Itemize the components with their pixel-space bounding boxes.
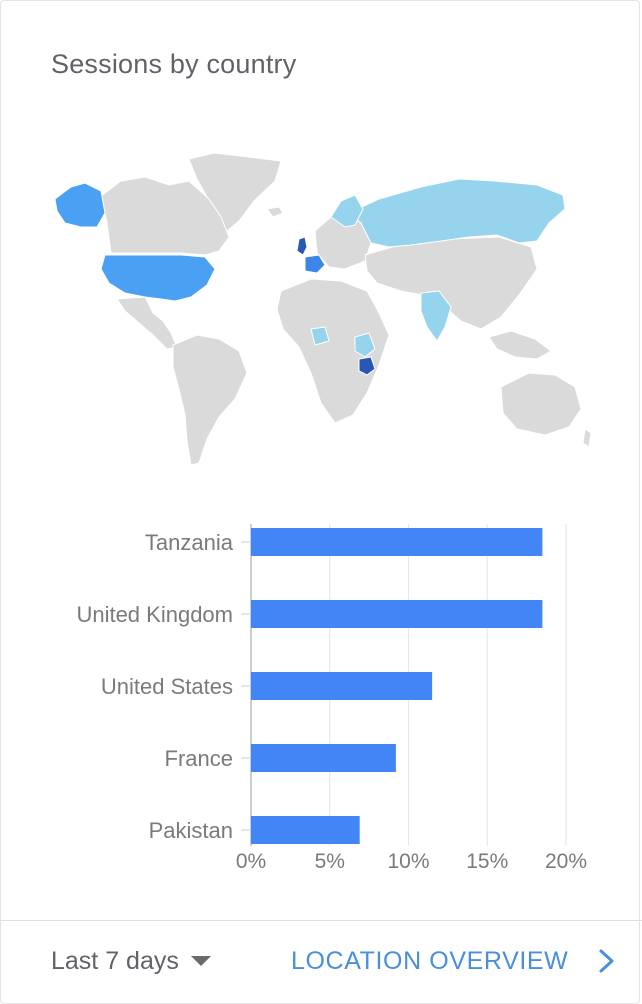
map-tanzania — [358, 356, 376, 376]
world-map — [54, 152, 592, 466]
chart-category-labels: Tanzania United Kingdom United States Franc… — [76, 530, 233, 843]
category-label: Pakistan — [149, 818, 233, 843]
bar-united-states[interactable] — [251, 672, 433, 700]
map-nigeria — [310, 326, 330, 346]
map-alaska — [54, 182, 106, 228]
map-east-africa — [354, 332, 376, 358]
map-russia — [348, 178, 566, 248]
bar-france[interactable] — [251, 744, 396, 772]
bar-united-kingdom[interactable] — [251, 600, 543, 628]
map-africa — [276, 278, 390, 424]
category-label: United Kingdom — [76, 602, 233, 627]
map-sea-islands — [488, 330, 552, 360]
date-range-dropdown[interactable]: Last 7 days — [51, 941, 211, 981]
chevron-right-icon — [599, 949, 614, 973]
category-label: Tanzania — [145, 530, 234, 555]
map-new-zealand — [582, 428, 592, 448]
chart-bars — [251, 528, 543, 844]
bar-tanzania[interactable] — [251, 528, 543, 556]
map-mexico — [116, 296, 178, 350]
map-scandinavia — [330, 194, 364, 228]
map-france — [304, 254, 326, 274]
footer-divider — [1, 920, 642, 921]
x-tick-label: 20% — [545, 850, 587, 873]
location-overview-link[interactable]: LOCATION OVERVIEW — [291, 941, 618, 981]
category-label: France — [165, 746, 233, 771]
map-australia — [500, 372, 582, 436]
map-asia — [364, 236, 538, 330]
map-united-states — [100, 254, 216, 302]
map-india — [420, 290, 452, 342]
x-tick-label: 10% — [387, 850, 429, 873]
chart-tick-labels: 0% 5% 10% 15% 20% — [236, 850, 587, 873]
x-tick-label: 0% — [236, 850, 266, 873]
map-united-kingdom — [296, 236, 308, 256]
category-label: United States — [101, 674, 233, 699]
card-title: Sessions by country — [51, 49, 297, 79]
map-canada — [100, 176, 230, 256]
map-greenland — [188, 152, 282, 232]
bar-chart: Tanzania United Kingdom United States Franc… — [76, 524, 587, 873]
map-south-america — [172, 334, 248, 466]
location-overview-label: LOCATION OVERVIEW — [291, 946, 569, 975]
x-tick-label: 15% — [466, 850, 508, 873]
bar-pakistan[interactable] — [251, 816, 360, 844]
caret-down-icon — [190, 956, 211, 966]
map-iceland — [266, 206, 284, 218]
date-range-label: Last 7 days — [51, 946, 179, 975]
x-tick-label: 5% — [315, 850, 345, 873]
